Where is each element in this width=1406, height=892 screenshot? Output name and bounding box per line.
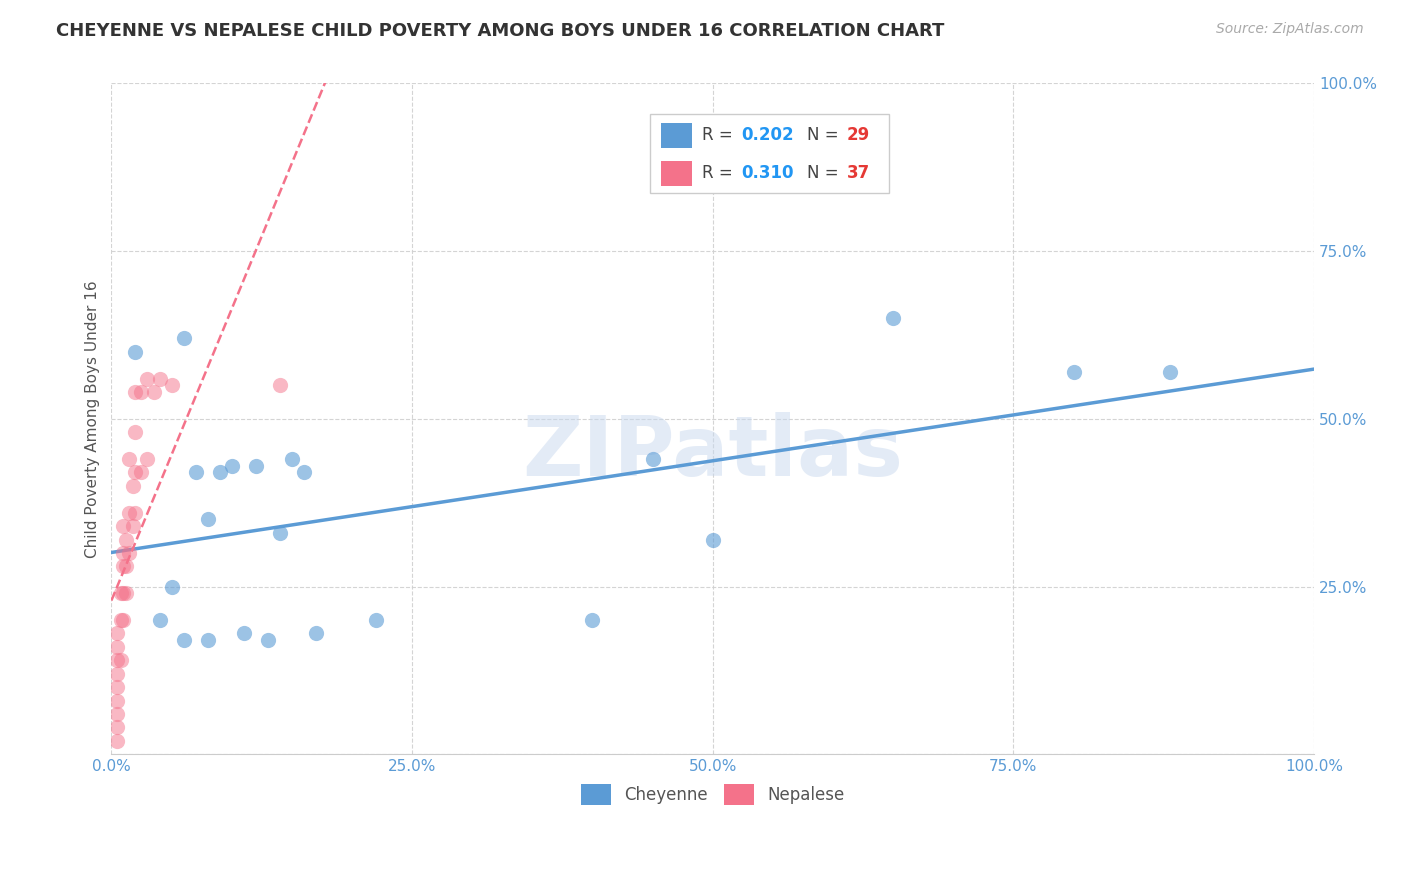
Point <box>107 720 129 734</box>
Point <box>184 466 207 480</box>
Point <box>112 559 135 574</box>
Text: N =: N = <box>807 164 844 182</box>
Text: 37: 37 <box>846 164 870 182</box>
Y-axis label: Child Poverty Among Boys Under 16: Child Poverty Among Boys Under 16 <box>86 280 100 558</box>
Point <box>124 506 146 520</box>
Point <box>112 586 135 600</box>
Point <box>112 546 135 560</box>
Point <box>173 633 195 648</box>
Point <box>281 452 304 467</box>
Point <box>118 546 141 560</box>
Point <box>122 519 145 533</box>
Point <box>107 666 129 681</box>
Point <box>115 533 138 547</box>
Point <box>197 633 219 648</box>
Text: Source: ZipAtlas.com: Source: ZipAtlas.com <box>1216 22 1364 37</box>
Point <box>292 466 315 480</box>
Point <box>107 706 129 721</box>
Point <box>124 384 146 399</box>
Point <box>124 466 146 480</box>
Point <box>148 613 170 627</box>
Point <box>110 586 132 600</box>
Point <box>112 613 135 627</box>
Text: 0.202: 0.202 <box>741 127 794 145</box>
Point <box>112 519 135 533</box>
Point <box>110 613 132 627</box>
Point <box>115 586 138 600</box>
Point <box>148 371 170 385</box>
Point <box>208 466 231 480</box>
Point <box>142 384 165 399</box>
Point <box>107 680 129 694</box>
Point <box>107 693 129 707</box>
Point <box>269 525 291 540</box>
Point <box>107 653 129 667</box>
Point <box>110 653 132 667</box>
Legend: Cheyenne, Nepalese: Cheyenne, Nepalese <box>572 776 853 813</box>
Point <box>1063 365 1085 379</box>
Point <box>107 733 129 747</box>
Point <box>136 371 159 385</box>
Point <box>269 378 291 392</box>
Point <box>122 479 145 493</box>
Point <box>364 613 387 627</box>
Point <box>115 559 138 574</box>
Point <box>124 425 146 440</box>
Point <box>131 466 153 480</box>
Point <box>245 458 267 473</box>
Text: 0.310: 0.310 <box>741 164 793 182</box>
Point <box>107 640 129 654</box>
Point <box>118 452 141 467</box>
Point <box>124 344 146 359</box>
Text: R =: R = <box>702 164 738 182</box>
Point <box>1159 365 1181 379</box>
Point <box>160 378 183 392</box>
Point <box>131 384 153 399</box>
Point <box>107 626 129 640</box>
Point <box>160 580 183 594</box>
Point <box>118 506 141 520</box>
Text: 29: 29 <box>846 127 870 145</box>
Text: ZIPatlas: ZIPatlas <box>522 412 903 493</box>
Point <box>641 452 664 467</box>
Point <box>256 633 278 648</box>
Text: R =: R = <box>702 127 738 145</box>
Point <box>221 458 243 473</box>
Point <box>581 613 603 627</box>
Text: CHEYENNE VS NEPALESE CHILD POVERTY AMONG BOYS UNDER 16 CORRELATION CHART: CHEYENNE VS NEPALESE CHILD POVERTY AMONG… <box>56 22 945 40</box>
Text: N =: N = <box>807 127 844 145</box>
Point <box>136 452 159 467</box>
Point <box>702 533 724 547</box>
Point <box>305 626 328 640</box>
Point <box>197 512 219 526</box>
Point <box>882 311 904 326</box>
Point <box>232 626 254 640</box>
Point <box>173 331 195 345</box>
